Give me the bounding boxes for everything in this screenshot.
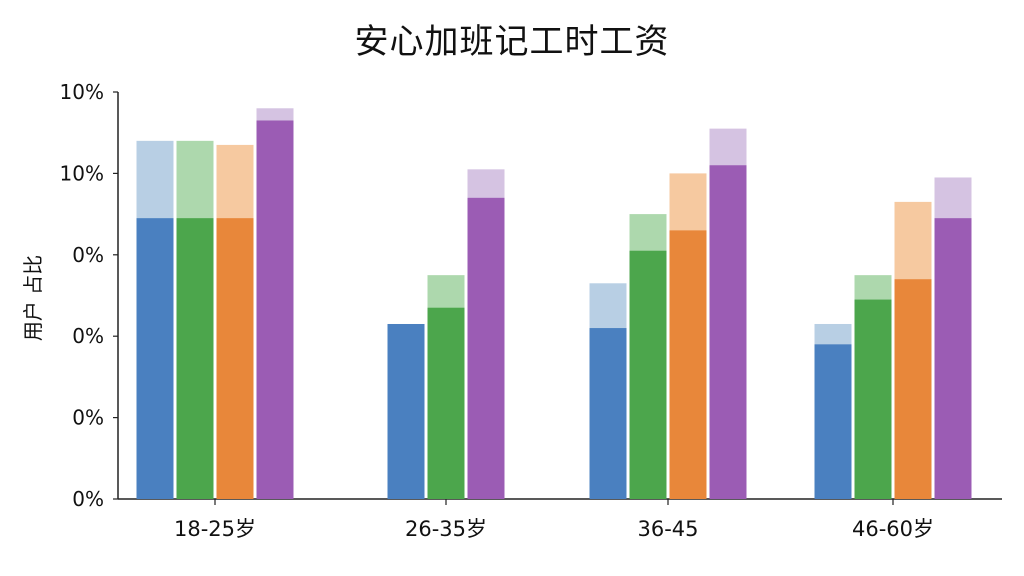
bar — [256, 120, 294, 500]
bar — [934, 218, 972, 500]
y-tick-label: 10% — [60, 161, 104, 185]
bar — [589, 328, 627, 499]
bar — [709, 165, 747, 499]
y-tick-label: 0% — [72, 324, 104, 348]
x-tick-label: 36-45 — [637, 517, 698, 541]
y-tick-label: 0% — [72, 406, 104, 430]
y-tick-label: 0% — [72, 243, 104, 267]
chart-title: 安心加班记工时工资 — [354, 22, 670, 62]
bar — [814, 344, 852, 499]
y-tick-label: 10% — [60, 80, 104, 104]
bar — [669, 230, 707, 499]
y-axis-title: 用户 占比 — [21, 255, 45, 341]
bar — [427, 307, 465, 499]
y-tick-label: 0% — [72, 487, 104, 511]
bar — [387, 323, 425, 499]
x-tick-label: 46-60岁 — [852, 517, 934, 541]
bar — [854, 299, 892, 499]
bar — [467, 197, 505, 499]
bar — [216, 218, 254, 500]
bar — [629, 250, 667, 499]
bar — [136, 218, 174, 500]
y-axis-title-text: 用户 占比 — [21, 255, 45, 341]
x-ticks: 18-25岁 26-35岁 36-45 46-60岁 — [174, 499, 934, 541]
x-tick-label: 18-25岁 — [174, 517, 256, 541]
bar — [894, 279, 932, 499]
y-ticks: 0% 0% 0% 0% 10% 10% — [60, 80, 118, 511]
bars — [136, 108, 972, 500]
x-tick-label: 26-35岁 — [405, 517, 487, 541]
bar — [176, 218, 214, 500]
